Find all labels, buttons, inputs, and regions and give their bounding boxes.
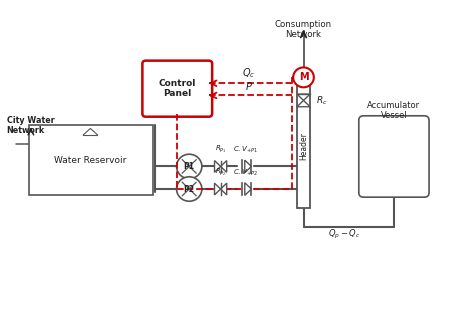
Text: $C.V_{+P2}$: $C.V_{+P2}$ [233,167,258,178]
Polygon shape [220,161,227,172]
Text: Accumulator
Vessel: Accumulator Vessel [367,101,420,120]
Text: $R_{p_2}$: $R_{p_2}$ [215,166,227,178]
Text: Control
Panel: Control Panel [158,79,196,98]
Text: $R_{p_1}$: $R_{p_1}$ [215,144,227,155]
Text: City Water
Network: City Water Network [7,116,55,136]
Text: $Q_p - Q_c$: $Q_p - Q_c$ [328,228,361,241]
Text: $C.V_{+P1}$: $C.V_{+P1}$ [233,145,258,155]
Bar [297,84,310,208]
Polygon shape [215,161,220,172]
Polygon shape [245,160,251,173]
Text: P1: P1 [184,162,195,171]
Text: $R_c$: $R_c$ [316,94,328,107]
Text: $P$: $P$ [245,80,253,92]
Polygon shape [215,183,220,195]
Circle shape [177,177,202,201]
Polygon shape [297,94,310,100]
Text: Consumption
Network: Consumption Network [275,20,332,39]
Polygon shape [297,100,310,107]
Text: Header: Header [299,133,308,160]
FancyBboxPatch shape [142,61,212,117]
Bar [28,125,153,195]
Text: Water Reservoir: Water Reservoir [54,156,127,165]
Text: $Q_c$: $Q_c$ [242,66,255,80]
Text: P2: P2 [184,185,195,194]
Circle shape [293,67,314,87]
Circle shape [177,154,202,179]
Polygon shape [220,183,227,195]
Polygon shape [245,183,251,195]
FancyBboxPatch shape [359,116,429,197]
Text: M: M [299,72,308,82]
